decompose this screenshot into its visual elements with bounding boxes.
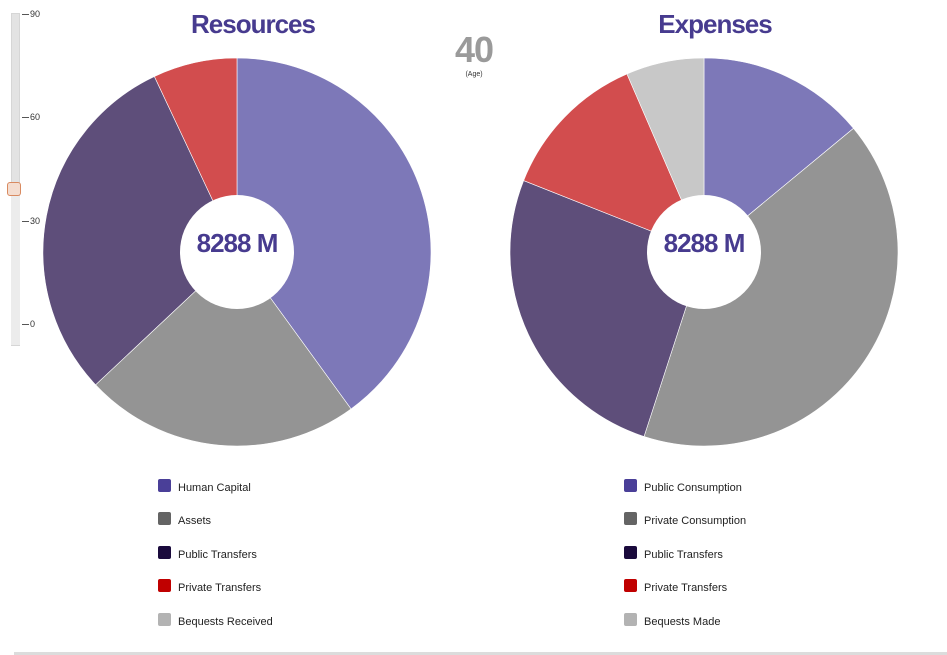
legend-label: Private Consumption (644, 515, 747, 528)
slider-tick-label: 90 (30, 9, 41, 19)
legend-swatch (624, 545, 637, 559)
resources-total-label: 8288 M (196, 228, 279, 258)
resources-slice-assets[interactable] (95, 251, 352, 447)
resources-title: Resources (191, 9, 316, 39)
legend-label: Public Transfers (178, 548, 257, 561)
legend-item: Public Consumption (624, 477, 884, 510)
legend-swatch (624, 579, 637, 593)
legend-label: Private Transfers (644, 582, 728, 595)
legend-label: Public Consumption (644, 482, 742, 494)
expenses-title: Expenses (658, 9, 772, 39)
legend-swatch (158, 545, 171, 559)
resources-pie-center (180, 195, 294, 309)
resources-legend: Human Capital Assets Public Transfers Priva… (158, 477, 418, 644)
legend-item: Public Transfers (158, 544, 418, 577)
legend-swatch (624, 612, 637, 626)
age-value: 40 (454, 29, 494, 70)
age-slider[interactable]: 90 60 30 0 (0, 0, 60, 360)
legend-label: Human Capital (178, 482, 251, 494)
slider-handle[interactable] (7, 182, 21, 197)
legend-item: Assets (158, 510, 418, 543)
legend-swatch (624, 512, 637, 526)
legend-item: Public Transfers (624, 544, 884, 577)
legend-item: Private Transfers (624, 577, 884, 610)
expenses-total-label: 8288 M (663, 228, 746, 258)
legend-swatch (158, 612, 171, 626)
legend-label: Private Transfers (178, 582, 262, 595)
legend-item: Bequests Made (624, 611, 884, 644)
slider-tick-label: 60 (30, 112, 41, 123)
legend-item: Private Transfers (158, 577, 418, 610)
resources-slice-human-capital[interactable] (236, 57, 432, 410)
slider-tick-label: 0 (30, 319, 36, 329)
legend-swatch (158, 479, 171, 492)
expenses-slice-private-consumption[interactable] (643, 127, 899, 447)
slider-tick-label: 30 (30, 215, 41, 226)
slider-tick-mark (22, 117, 29, 119)
expenses-slice-public-consumption[interactable] (703, 57, 854, 253)
legend-swatch (624, 479, 637, 492)
slider-track[interactable] (11, 13, 20, 346)
legend-label: Bequests Made (644, 615, 721, 628)
legend-label: Public Transfers (644, 548, 723, 561)
slider-tick-mark (22, 324, 29, 325)
expenses-pie-center (647, 195, 761, 309)
slider-tick-mark (22, 14, 29, 15)
slider-tick-mark (22, 220, 29, 222)
legend-label: Assets (178, 515, 212, 528)
expenses-slice-private-transfers[interactable] (523, 73, 705, 253)
legend-item: Bequests Received (158, 611, 418, 644)
age-caption: (Age) (465, 71, 483, 78)
slider-fill (11, 196, 20, 345)
legend-item: Human Capital (158, 477, 418, 510)
bottom-divider (14, 652, 947, 655)
legend-item: Private Consumption (624, 510, 884, 543)
resources-slice-public-transfers[interactable] (42, 76, 238, 386)
legend-label: Bequests Received (178, 615, 273, 628)
legend-swatch (158, 512, 171, 526)
legend-swatch (158, 579, 171, 593)
expenses-legend: Public Consumption Private Consumption Pub… (624, 477, 884, 644)
